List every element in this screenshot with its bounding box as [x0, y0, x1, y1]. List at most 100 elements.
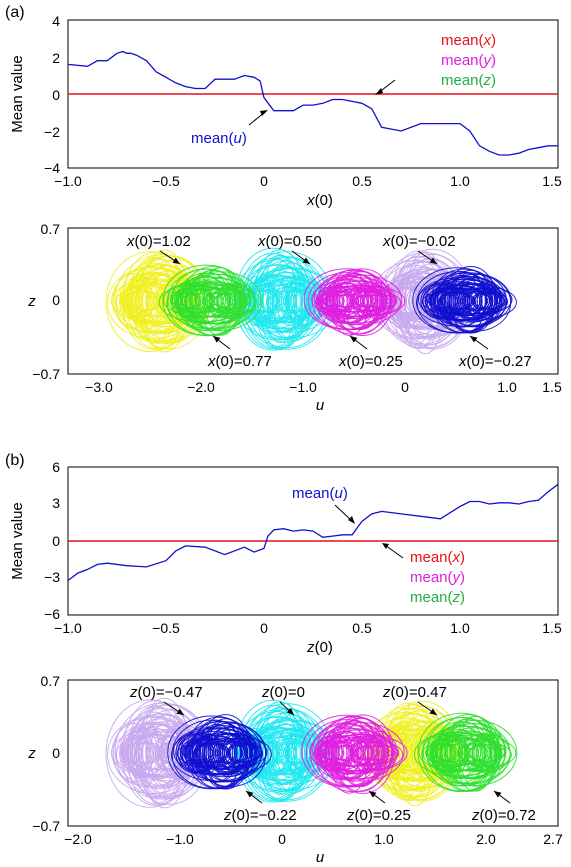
attractor-att-a-1-inner-loop	[261, 290, 284, 312]
attractor-att-b-1-loop	[262, 707, 298, 796]
attractor-label: z(0)=0.25	[346, 807, 411, 824]
attractor-att-a-0-inner-loop	[125, 291, 142, 311]
attractor-att-b-4-loop	[448, 731, 498, 778]
ylabel-ab: z	[27, 293, 36, 310]
arrowhead-mean-x-b	[382, 543, 389, 549]
attractor-att-b-3-loop	[313, 732, 390, 774]
attractor-att-b-4-loop	[425, 725, 507, 779]
attractor-att-b-0-inner-loop	[134, 742, 162, 764]
attractor-att-b-5-inner-loop	[221, 734, 249, 772]
attractor-att-a-1-loop	[266, 271, 303, 332]
xtick-bb-0: −2.0	[64, 831, 92, 847]
attractor-att-b-5-inner-loop	[219, 732, 251, 774]
attractor-label: x(0)=−0.02	[382, 233, 456, 250]
attractor-att-b-4-inner-loop	[461, 733, 494, 773]
attractor-label: z(0)=0.72	[471, 807, 536, 824]
ytick-a-0: 4	[52, 13, 60, 29]
ytick-b-4: −6	[44, 606, 60, 622]
ytick-ab-1: 0	[52, 292, 60, 308]
attractor-att-a-3-loop	[332, 268, 393, 337]
attractor-att-b-5-inner-loop	[197, 743, 213, 763]
attractor-att-b-3-inner-loop	[319, 740, 338, 766]
attractor-att-a-1-inner-loop	[272, 290, 312, 312]
label-arrowhead	[213, 336, 221, 343]
attractor-label: z(0)=−0.22	[223, 807, 297, 824]
ytick-b-0: 6	[52, 459, 60, 475]
attractor-att-b-4-inner-loop	[445, 740, 469, 766]
attractor-att-a-3-loop	[333, 284, 384, 319]
attractor-att-b-4-inner-loop	[441, 734, 464, 772]
attractor-att-a-3-inner-loop	[352, 294, 391, 308]
arrowhead-mean-u-b	[348, 516, 355, 524]
arrow-mean-u-b	[334, 504, 353, 522]
attractor-att-b-3-inner-loop	[330, 741, 355, 765]
attractor-att-b-1-inner-loop	[280, 735, 309, 771]
attractor-att-b-3-inner-loop	[323, 731, 343, 775]
attractor-att-a-5-loop	[415, 278, 508, 327]
attractor-att-a-4-loop	[175, 272, 238, 331]
attractor-att-b-3	[301, 714, 408, 794]
label-arrowhead	[176, 708, 184, 715]
attractor-att-a-4-loop	[175, 280, 247, 324]
xtick-bb-2: 0	[278, 831, 286, 847]
attractor-label: x(0)=0.77	[207, 353, 272, 370]
attractor-labels-a: x(0)=1.02 x(0)=0.50 x(0)=−0.02 x(0)=0.77 x(0…	[126, 233, 532, 370]
label-arrowhead	[246, 791, 254, 798]
attractor-att-a-5	[412, 266, 517, 334]
attractor-att-b-5-inner-loop	[217, 743, 244, 763]
xtick-b-4: 1.0	[450, 620, 470, 636]
attractor-att-b-0-inner-loop	[138, 728, 167, 778]
attractor-att-b-4-inner-loop	[459, 744, 487, 762]
label-arrowhead	[429, 708, 437, 715]
attractor-att-a-5-inner-loop	[442, 292, 458, 310]
attractor-labels-b: z(0)=−0.47 z(0)=0 z(0)=0.47 z(0)=−0.22 z(0)=…	[129, 684, 536, 824]
attractor-att-b-4-loop	[426, 717, 497, 787]
attractor-att-b-4-loop	[433, 719, 518, 787]
attractor-att-a-1-inner-loop	[253, 277, 288, 325]
xtick-b-0: −1.0	[54, 620, 82, 636]
attractor-att-b-5-loop	[192, 737, 264, 770]
attractor-att-b-3-loop	[301, 714, 393, 788]
attractor-att-a-1-loop	[262, 255, 298, 344]
attractor-att-a-3-loop	[315, 283, 388, 319]
attractor-att-a-4-inner-loop	[171, 293, 200, 309]
attractor-att-a-3-inner-loop	[321, 290, 339, 312]
attractor-att-a-4	[158, 264, 263, 337]
xtick-a-4: 1.0	[450, 173, 470, 189]
xtick-ab-3: 0	[401, 379, 409, 395]
ann-mean-z-a: mean(z)	[441, 72, 496, 89]
attractor-att-a-5-inner-loop	[444, 283, 465, 319]
ytick-b-2: 0	[52, 533, 60, 549]
xtick-ab-1: −2.0	[187, 379, 215, 395]
ann-mean-y-a: mean(y)	[441, 52, 496, 69]
plot-a-top: 4 2 0 −2 −4 −1.0 −0.5 0 0.5 1.0 1.5 Mean…	[9, 13, 562, 209]
attractor-att-a-4-inner-loop	[212, 292, 251, 310]
xtick-b-1: −0.5	[152, 620, 180, 636]
attractor-att-b-3-inner-loop	[356, 736, 397, 770]
attractor-label: x(0)=0.25	[338, 353, 403, 370]
ytick-a-3: −2	[44, 124, 60, 140]
attractor-att-b-5-loop	[170, 728, 263, 782]
attractor-att-b-4-inner-loop	[435, 739, 452, 767]
attractor-att-a-3-inner-loop	[362, 291, 386, 311]
ann-mean-y-b: mean(y)	[410, 569, 465, 586]
attractor-att-a-3-inner-loop	[325, 282, 343, 320]
ann-mean-u-a: mean(u)	[191, 130, 247, 147]
attractor-label: z(0)=−0.47	[129, 684, 203, 701]
ytick-b-3: −3	[44, 569, 60, 585]
attractor-att-a-5-inner-loop	[474, 292, 490, 310]
plot-a-bottom-frame	[67, 227, 559, 375]
attractor-att-b-3-inner-loop	[352, 745, 392, 761]
attractor-att-a-4-loop	[174, 288, 257, 318]
attractor-att-b-3-inner-loop	[356, 731, 375, 775]
ytick-a-4: −4	[44, 160, 60, 176]
ytick-b-1: 3	[52, 495, 60, 511]
xlabel-b: z(0)	[306, 639, 333, 656]
xtick-a-0: −1.0	[54, 173, 82, 189]
attractor-att-a-5-inner-loop	[473, 293, 506, 309]
attractor-att-a-5-inner-loop	[466, 284, 494, 318]
plot-b-top: 6 3 0 −3 −6 −1.0 −0.5 0 0.5 1.0 1.5 Mean…	[9, 459, 562, 656]
ann-mean-x-a: mean(x)	[441, 32, 496, 49]
label-arrowhead	[172, 257, 180, 264]
attractor-label: x(0)=−0.27	[458, 353, 532, 370]
